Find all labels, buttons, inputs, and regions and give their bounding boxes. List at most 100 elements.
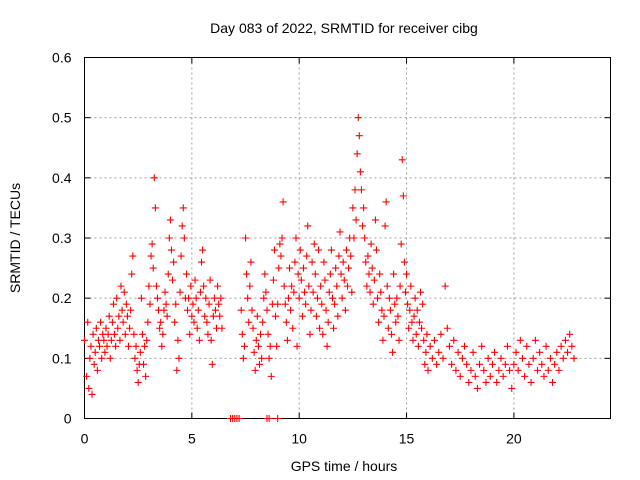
data-point xyxy=(171,318,179,326)
data-point xyxy=(488,360,496,368)
data-point xyxy=(327,246,335,254)
data-point xyxy=(416,288,424,296)
data-point xyxy=(419,300,427,308)
data-point xyxy=(148,240,156,248)
data-point xyxy=(385,294,393,302)
data-point xyxy=(312,312,320,320)
data-point xyxy=(410,312,418,320)
data-point xyxy=(445,342,453,350)
data-point xyxy=(326,270,334,278)
data-point xyxy=(495,366,503,374)
data-point xyxy=(406,306,414,314)
data-point xyxy=(408,318,416,326)
data-point xyxy=(128,270,136,278)
data-point xyxy=(306,330,314,338)
data-point xyxy=(198,258,206,266)
data-point xyxy=(568,342,576,350)
data-point xyxy=(98,354,106,362)
data-point xyxy=(191,276,199,284)
data-point xyxy=(338,294,346,302)
data-point xyxy=(428,354,436,362)
data-point xyxy=(392,318,400,326)
data-point xyxy=(207,336,215,344)
data-point xyxy=(245,318,253,326)
data-point xyxy=(463,360,471,368)
data-point xyxy=(288,282,296,290)
data-point xyxy=(336,228,344,236)
data-point xyxy=(534,366,542,374)
data-point xyxy=(151,204,159,212)
data-point xyxy=(564,348,572,356)
data-point xyxy=(131,354,139,362)
data-point xyxy=(471,372,479,380)
data-point xyxy=(196,288,204,296)
data-point xyxy=(473,384,481,392)
data-point xyxy=(140,360,148,368)
data-point xyxy=(354,114,362,122)
data-point xyxy=(501,360,509,368)
data-point xyxy=(122,300,130,308)
data-point xyxy=(291,258,299,266)
data-point xyxy=(280,282,288,290)
data-point xyxy=(303,252,311,260)
data-point xyxy=(339,258,347,266)
data-point xyxy=(315,246,323,254)
data-point xyxy=(322,306,330,314)
data-point xyxy=(86,354,94,362)
x-tick-label: 10 xyxy=(291,431,307,447)
data-point xyxy=(557,342,565,350)
data-point xyxy=(177,252,185,260)
data-point xyxy=(297,276,305,284)
data-point xyxy=(84,318,92,326)
data-point xyxy=(188,312,196,320)
data-point xyxy=(525,360,533,368)
data-point xyxy=(279,198,287,206)
data-point xyxy=(542,342,550,350)
data-point xyxy=(553,348,561,356)
data-point xyxy=(332,264,340,272)
data-point xyxy=(85,384,93,392)
data-point xyxy=(383,282,391,290)
data-point xyxy=(452,366,460,374)
data-point xyxy=(287,306,295,314)
data-point xyxy=(352,216,360,224)
data-point xyxy=(160,306,168,314)
y-tick-label: 0.3 xyxy=(52,230,72,246)
data-point xyxy=(482,378,490,386)
data-point xyxy=(441,282,449,290)
data-point xyxy=(210,294,218,302)
data-point xyxy=(235,415,243,422)
data-point xyxy=(211,306,219,314)
data-point xyxy=(382,198,390,206)
data-point xyxy=(134,378,142,386)
data-point xyxy=(331,300,339,308)
data-point xyxy=(87,342,95,350)
data-point xyxy=(323,342,331,350)
data-point xyxy=(178,222,186,230)
data-point xyxy=(376,270,384,278)
data-point xyxy=(435,348,443,356)
data-point xyxy=(570,354,578,362)
data-point xyxy=(162,300,170,308)
data-point xyxy=(89,330,97,338)
data-point xyxy=(254,342,262,350)
data-point xyxy=(379,336,387,344)
data-point xyxy=(281,300,289,308)
data-point xyxy=(284,294,292,302)
data-point xyxy=(349,204,357,212)
data-point xyxy=(130,330,138,338)
data-point xyxy=(400,258,408,266)
data-point xyxy=(152,282,160,290)
data-point xyxy=(104,330,112,338)
data-point xyxy=(478,342,486,350)
data-point xyxy=(527,378,535,386)
data-point xyxy=(120,288,128,296)
data-point xyxy=(531,336,539,344)
data-point xyxy=(345,264,353,272)
data-point xyxy=(93,366,101,374)
data-point xyxy=(437,330,445,338)
data-point xyxy=(366,288,374,296)
data-point xyxy=(209,312,217,320)
data-point xyxy=(192,294,200,302)
data-point xyxy=(484,354,492,362)
